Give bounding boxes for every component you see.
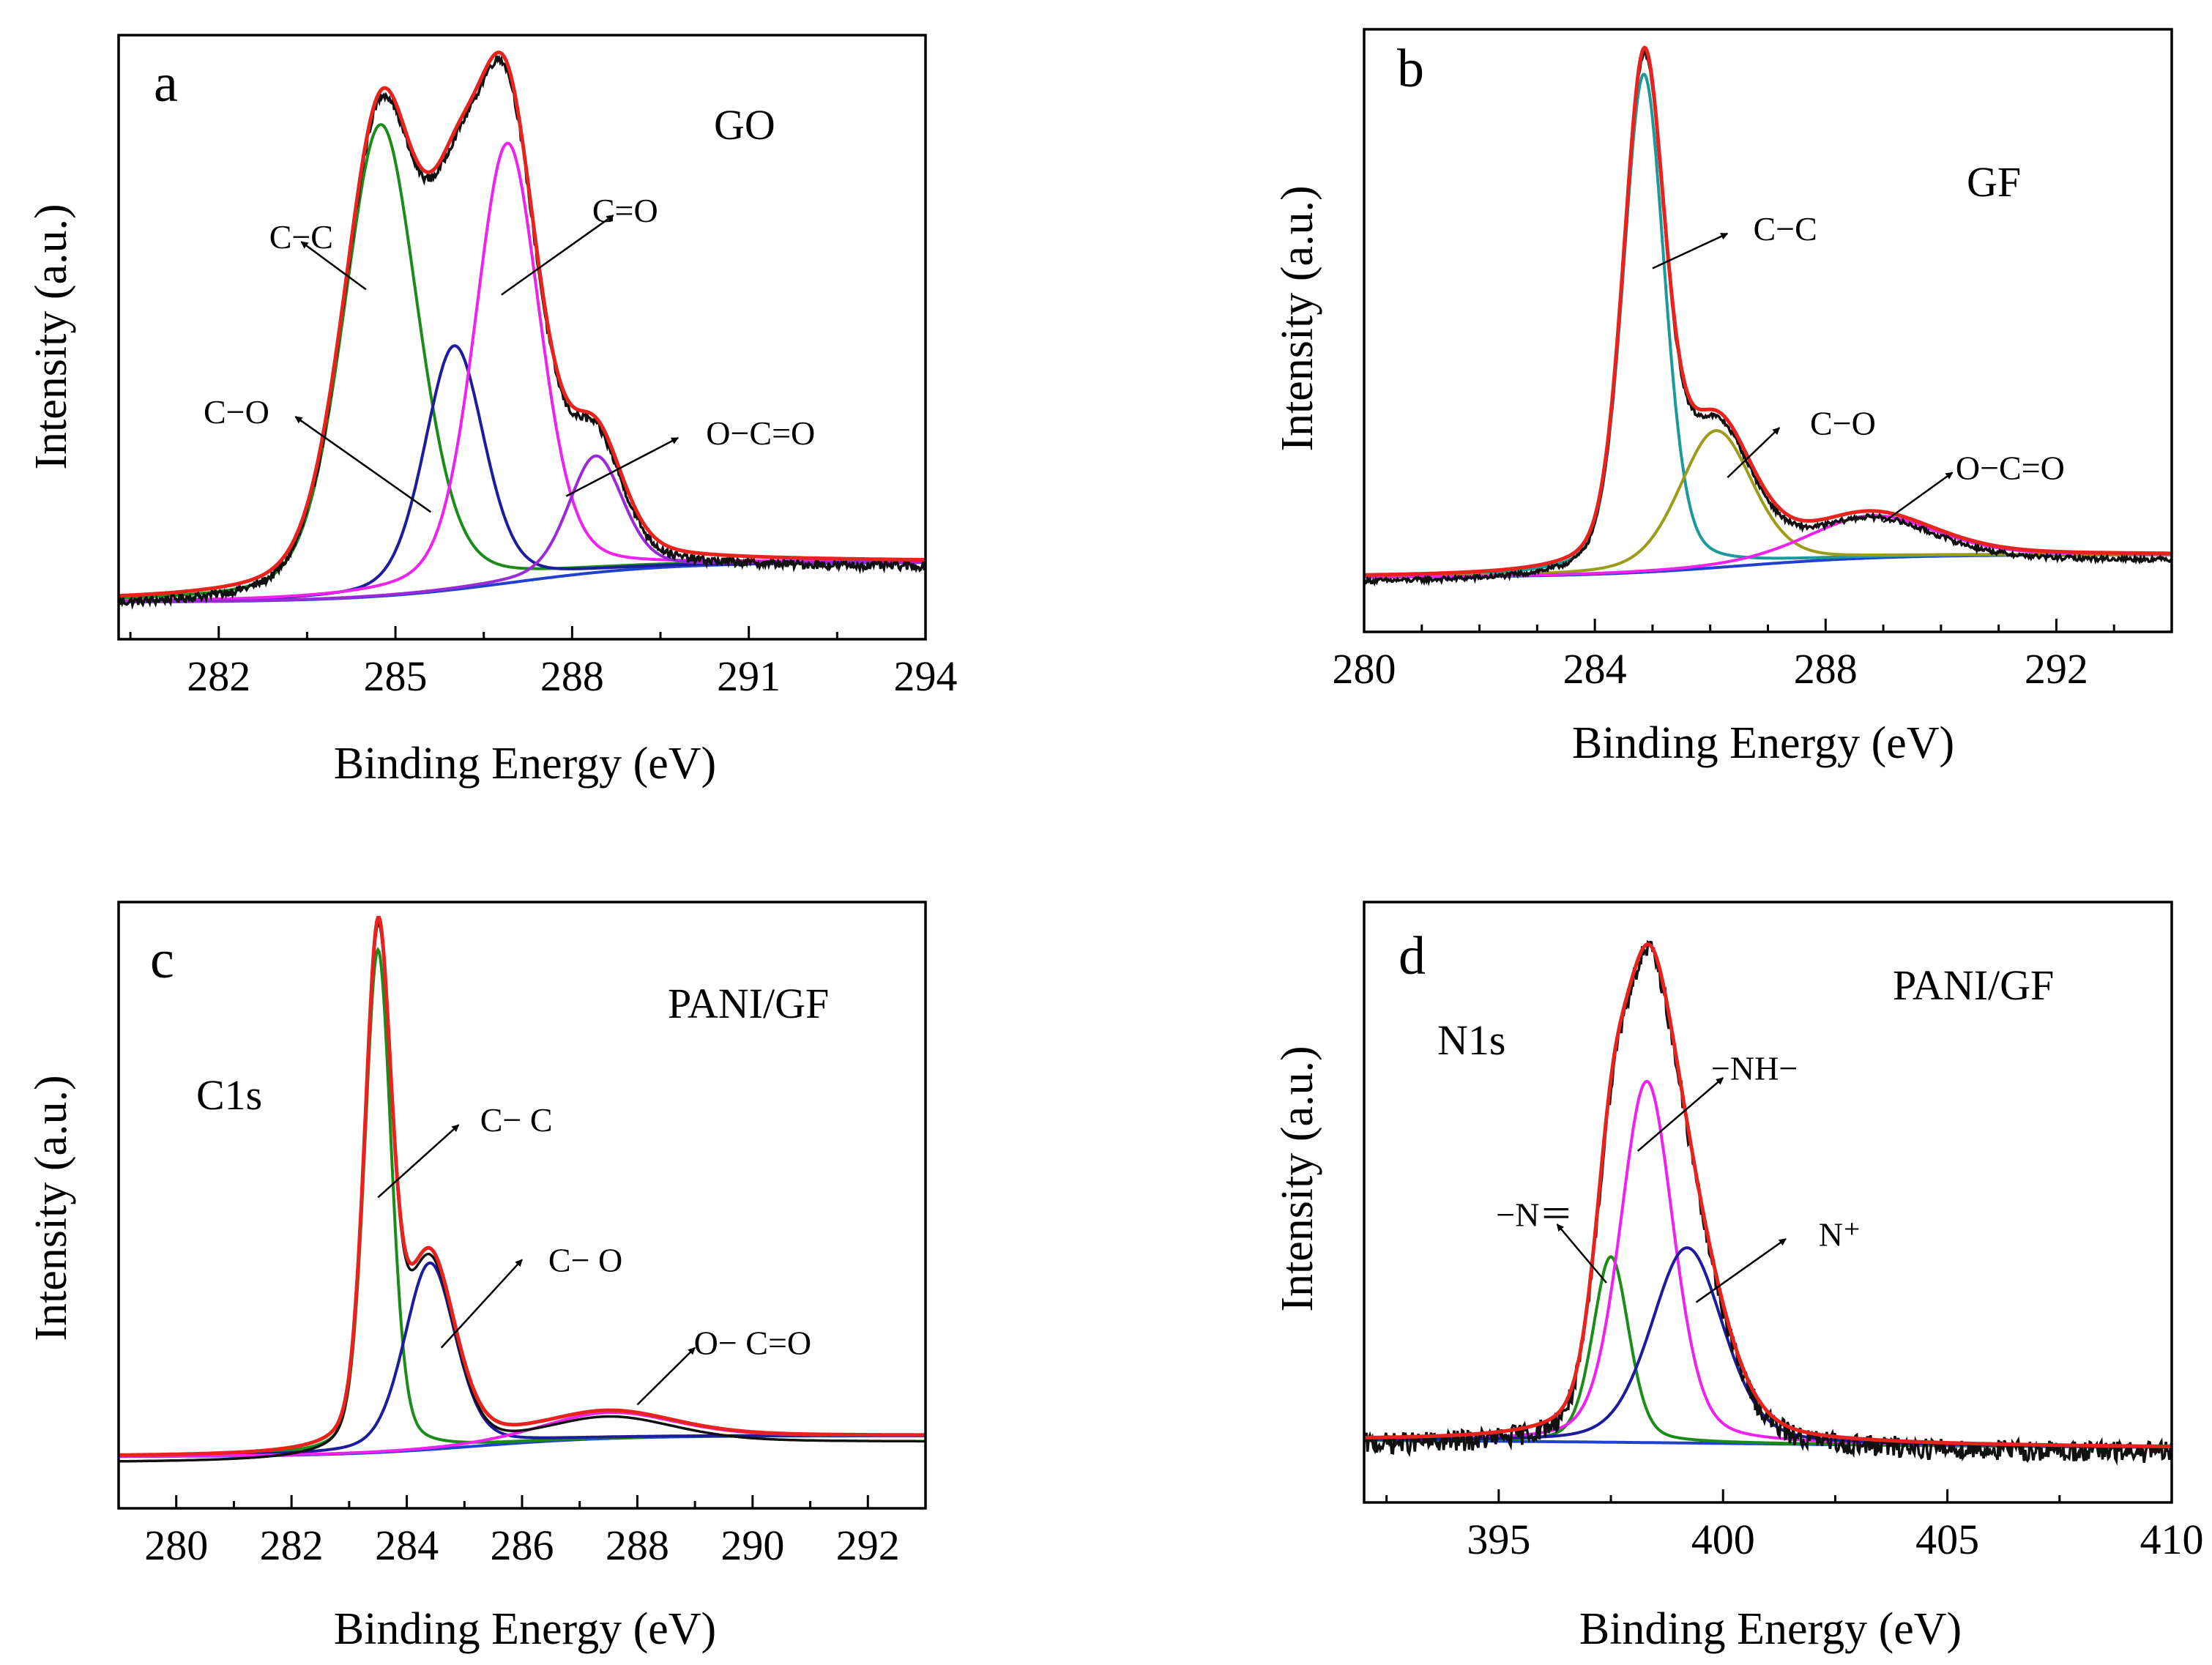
peak-annotation-label: C− C [480, 1101, 553, 1139]
peak-annotation-label: O− C=O [694, 1325, 812, 1362]
x-tick-label: 292 [836, 1521, 900, 1569]
x-axis-ticks-b: 280 284 288 292 [1333, 619, 2173, 693]
x-tick-label: 285 [364, 652, 428, 700]
fitted-envelope [1364, 45, 2172, 577]
curves-a [119, 51, 926, 610]
x-axis-ticks-d: 395 400 405 410 [1385, 1489, 2204, 1563]
annotation-arrow [1652, 232, 1729, 269]
x-axis-ticks-a: 282 285 288 291 294 [129, 626, 958, 700]
panel-a-x-axis-title: Binding Energy (eV) [334, 739, 716, 789]
x-tick-label: 395 [1467, 1516, 1530, 1563]
x-tick-label: 290 [720, 1521, 784, 1569]
panel-c: c PANI/GF C1s Binding Energy (eV) Intens… [26, 930, 829, 1654]
x-tick-label: 292 [2025, 645, 2088, 693]
annotation-arrow [1695, 1237, 1787, 1303]
x-tick-label: 400 [1691, 1516, 1755, 1563]
peak-annotation-label: C− O [548, 1241, 622, 1278]
annotation-arrow [440, 1259, 523, 1349]
x-tick-label: 282 [187, 652, 250, 700]
annotation-arrow [1636, 1077, 1724, 1152]
panel-d-letter: d [1399, 926, 1426, 986]
peak-annotation-label: N⁺ [1819, 1215, 1861, 1253]
x-tick-label: 288 [540, 652, 604, 700]
annotation-arrow [1883, 472, 1954, 524]
chart-d: 395 400 405 410 −N＝ −NH− N⁺ [1363, 901, 2204, 1563]
plot-frame-a [117, 34, 927, 641]
annotation-arrow [300, 241, 367, 291]
x-tick-label: 288 [1794, 645, 1858, 693]
annotation-arrow [1556, 1223, 1607, 1284]
panel-d-y-axis-title: Intensity (a.u.) [1273, 1046, 1322, 1311]
experimental-spectrum [119, 922, 926, 1463]
x-tick-label: 405 [1915, 1516, 1979, 1563]
panel-a: a GO Binding Energy (eV) Intensity (a.u.… [26, 53, 775, 789]
panel-b-x-axis-title: Binding Energy (eV) [1572, 718, 1954, 768]
peak-annotation-label: O−C=O [706, 414, 815, 452]
x-tick-label: 282 [260, 1521, 324, 1569]
panel-c-x-axis-title: Binding Energy (eV) [334, 1604, 716, 1654]
peak-annotation-label: C−O [1810, 404, 1876, 442]
curves-c [119, 915, 926, 1463]
peak-annotation-label: −NH− [1711, 1050, 1798, 1087]
panel-d-x-axis-title: Binding Energy (eV) [1579, 1604, 1962, 1654]
peak-annotation-label: O−C=O [1956, 450, 2065, 487]
annotation-arrow [294, 416, 432, 513]
x-tick-label: 284 [375, 1521, 439, 1569]
x-tick-label: 280 [144, 1521, 208, 1569]
plot-frame-c [117, 901, 927, 1510]
x-axis-ticks-c: 280 282 284 286 288 290 292 [117, 1495, 927, 1569]
panel-d: d PANI/GF N1s Binding Energy (eV) Intens… [1273, 926, 2054, 1654]
plot-frame-b [1363, 28, 2173, 633]
chart-a: 282 285 288 291 294 C−C C−O C=O O−C=O [117, 34, 958, 700]
x-tick-label: 294 [894, 652, 958, 700]
panel-c-core-level: C1s [196, 1071, 262, 1119]
panel-d-sample-label: PANI/GF [1893, 961, 2054, 1009]
panel-d-core-level: N1s [1437, 1016, 1505, 1064]
annotation-arrow [565, 436, 679, 497]
experimental-spectrum [1364, 49, 2172, 587]
panel-a-y-axis-title: Intensity (a.u.) [26, 204, 76, 469]
panel-a-sample-label: GO [714, 101, 775, 149]
x-tick-label: 280 [1333, 645, 1396, 693]
x-tick-label: 284 [1563, 645, 1627, 693]
peak-component [119, 141, 926, 603]
annotation-arrow [636, 1346, 696, 1406]
panel-c-sample-label: PANI/GF [668, 980, 829, 1027]
annotation-arrow [501, 215, 614, 296]
annotation-arrow [377, 1124, 460, 1199]
panel-b-letter: b [1397, 39, 1424, 99]
panel-a-letter: a [154, 53, 178, 113]
plot-frame-d [1363, 901, 2173, 1504]
panel-b-y-axis-title: Intensity (a.u.) [1273, 185, 1322, 451]
fitted-envelope [119, 915, 926, 1457]
panel-b: b GF Binding Energy (eV) Intensity (a.u.… [1273, 39, 2021, 768]
peak-component [1364, 1079, 2172, 1449]
peak-component [1364, 514, 2172, 578]
panel-b-sample-label: GF [1967, 158, 2021, 206]
x-tick-label: 286 [491, 1521, 554, 1569]
curves-b [1364, 45, 2172, 587]
fitted-envelope [1364, 942, 2172, 1448]
fitted-envelope [119, 51, 926, 598]
x-tick-label: 288 [606, 1521, 669, 1569]
peak-annotation-label: C=O [592, 192, 658, 229]
peak-annotation-label: −N＝ [1496, 1196, 1573, 1234]
peak-annotation-label: C−O [204, 393, 269, 431]
x-tick-label: 291 [717, 652, 781, 700]
x-tick-label: 410 [2140, 1516, 2204, 1563]
peak-annotation-label: C−C [269, 218, 333, 256]
chart-b: 280 284 288 292 C−C C−O O−C=O [1333, 28, 2173, 693]
peak-annotation-label: C−C [1753, 210, 1817, 247]
curves-d [1364, 939, 2172, 1466]
panel-c-letter: c [150, 930, 174, 990]
annotation-arrow [1727, 427, 1781, 479]
panel-c-y-axis-title: Intensity (a.u.) [26, 1075, 76, 1341]
chart-c: 280 282 284 286 288 290 292 C− C C− O O− C=O [117, 901, 927, 1569]
